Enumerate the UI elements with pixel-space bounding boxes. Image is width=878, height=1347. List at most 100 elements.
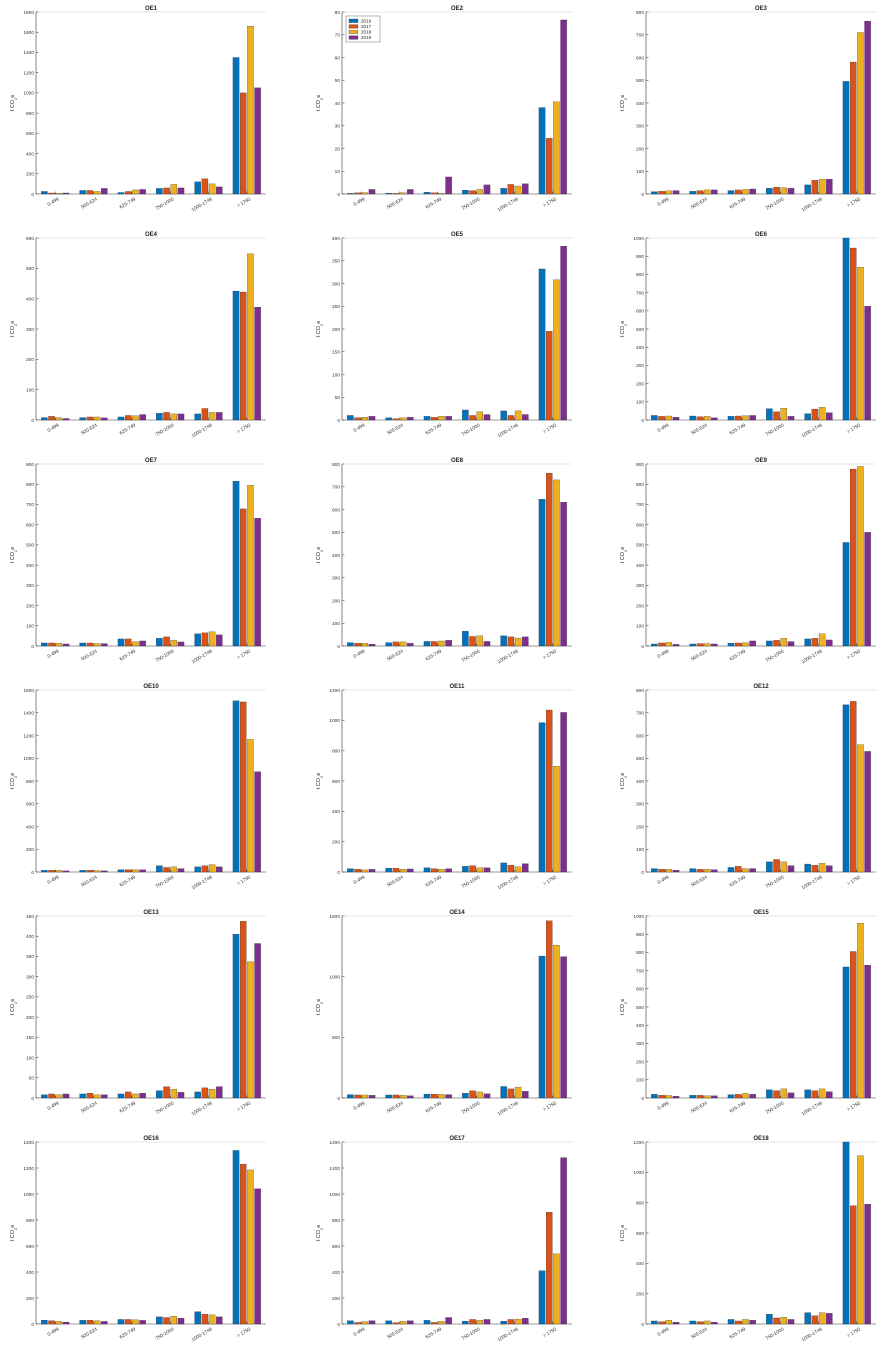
bar-2017: [392, 1094, 400, 1099]
x-tick-label: 0-499: [353, 1100, 367, 1111]
bar-2016: [500, 635, 507, 647]
bar-2019: [139, 414, 146, 421]
x-tick-label: 500-624: [386, 648, 405, 662]
y-tick-label: 700: [636, 968, 644, 974]
bar-2019: [139, 1320, 146, 1325]
bar-2018: [742, 415, 749, 421]
bar-2016: [689, 643, 696, 647]
bar-2018: [780, 187, 787, 195]
y-tick-label: 300: [636, 802, 644, 808]
x-tick-label: 1000-1749: [801, 648, 824, 665]
bar-2018: [361, 1321, 368, 1325]
y-tick-label: 500: [636, 543, 644, 549]
y-tick-label: 1400: [329, 1140, 340, 1146]
chart-oe17: OE17 0 200 400 600 800 1000 1200 1400 t CO2e 0-499…: [316, 1136, 572, 1343]
bar-2018: [742, 1093, 749, 1099]
bar-2016: [347, 642, 354, 647]
bar-2018: [703, 416, 711, 421]
x-tick-label: 500-624: [80, 1326, 99, 1340]
bar-2019: [139, 1093, 146, 1099]
y-tick-label: 100: [636, 400, 644, 406]
y-tick-label: 800: [332, 462, 340, 468]
bar-2017: [201, 1087, 209, 1099]
y-tick-label: 800: [636, 272, 644, 278]
chart-title: OE7: [145, 458, 158, 464]
bar-2016: [842, 966, 850, 1099]
bar-2019: [177, 868, 185, 873]
x-tick-label: 500-624: [386, 422, 405, 436]
bar-2016: [462, 409, 469, 421]
bar-2016: [347, 415, 354, 421]
bar-2018: [93, 1320, 101, 1325]
bar-2017: [240, 92, 247, 195]
x-tick-label: 625-749: [729, 196, 748, 210]
bar-2019: [787, 416, 795, 421]
x-tick-label: 500-624: [386, 874, 405, 888]
bar-2018: [857, 466, 864, 647]
bar-2019: [522, 1091, 529, 1099]
bar-2017: [469, 636, 476, 647]
bar-2019: [560, 712, 567, 873]
y-axis-label: t CO2e: [316, 95, 324, 112]
bar-2016: [117, 1319, 125, 1325]
y-tick-label: 300: [636, 583, 644, 589]
bar-2018: [399, 1321, 407, 1325]
bar-2018: [514, 410, 522, 421]
bar-2019: [62, 1321, 70, 1325]
bar-2019: [749, 188, 756, 195]
y-tick-label: 200: [636, 824, 644, 830]
bar-2018: [208, 1314, 216, 1325]
bar-2017: [86, 642, 94, 647]
bar-2016: [41, 191, 48, 195]
bar-2019: [560, 1157, 567, 1325]
bar-2017: [431, 868, 438, 873]
bar-2016: [766, 1089, 773, 1099]
y-tick-label: 300: [636, 363, 644, 369]
bar-2018: [476, 189, 483, 195]
bar-2018: [399, 192, 407, 195]
bar-2016: [766, 1314, 773, 1325]
bar-2018: [438, 869, 445, 873]
x-tick-label: > 1750: [236, 874, 252, 887]
bar-2018: [514, 1086, 522, 1099]
bar-2019: [483, 184, 491, 195]
bar-2016: [41, 1319, 48, 1325]
bar-2017: [546, 331, 553, 421]
bar-2018: [438, 1321, 445, 1325]
bar-2019: [101, 1094, 108, 1099]
bar-2019: [711, 643, 718, 647]
y-tick-label: 200: [26, 847, 34, 853]
y-tick-label: 0: [31, 192, 34, 198]
chart-oe18: OE18 0 200 400 600 800 1000 1200 t CO2e 0-499 500-…: [620, 1136, 876, 1343]
bar-2018: [55, 643, 62, 647]
bar-2018: [399, 869, 407, 873]
bar-2016: [79, 190, 86, 195]
bar-2018: [438, 416, 445, 421]
y-tick-label: 700: [636, 33, 644, 39]
bar-2019: [445, 640, 452, 647]
x-tick-label: 500-624: [386, 1100, 405, 1114]
bar-2018: [55, 1321, 62, 1325]
bar-2016: [385, 1320, 392, 1325]
bar-2018: [247, 485, 254, 647]
bar-2018: [703, 869, 711, 873]
x-tick-label: 1000-1749: [191, 1326, 214, 1342]
x-tick-label: 1000-1749: [191, 196, 214, 213]
bar-2019: [522, 1318, 529, 1325]
bar-2017: [125, 1319, 132, 1325]
bar-2016: [156, 638, 163, 647]
x-tick-label: 1000-1749: [497, 196, 520, 213]
y-tick-label: 1200: [329, 688, 340, 694]
bar-2016: [194, 1311, 201, 1325]
bar-2016: [500, 862, 507, 873]
y-tick-label: 100: [636, 1078, 644, 1084]
y-tick-label: 200: [332, 1296, 340, 1302]
bar-2018: [208, 183, 216, 195]
x-tick-label: 625-749: [425, 1326, 444, 1340]
y-tick-label: 400: [332, 553, 340, 559]
bar-2016: [462, 631, 469, 647]
y-tick-label: 0: [337, 644, 340, 650]
bar-2017: [658, 642, 665, 647]
bar-2016: [156, 1316, 163, 1325]
